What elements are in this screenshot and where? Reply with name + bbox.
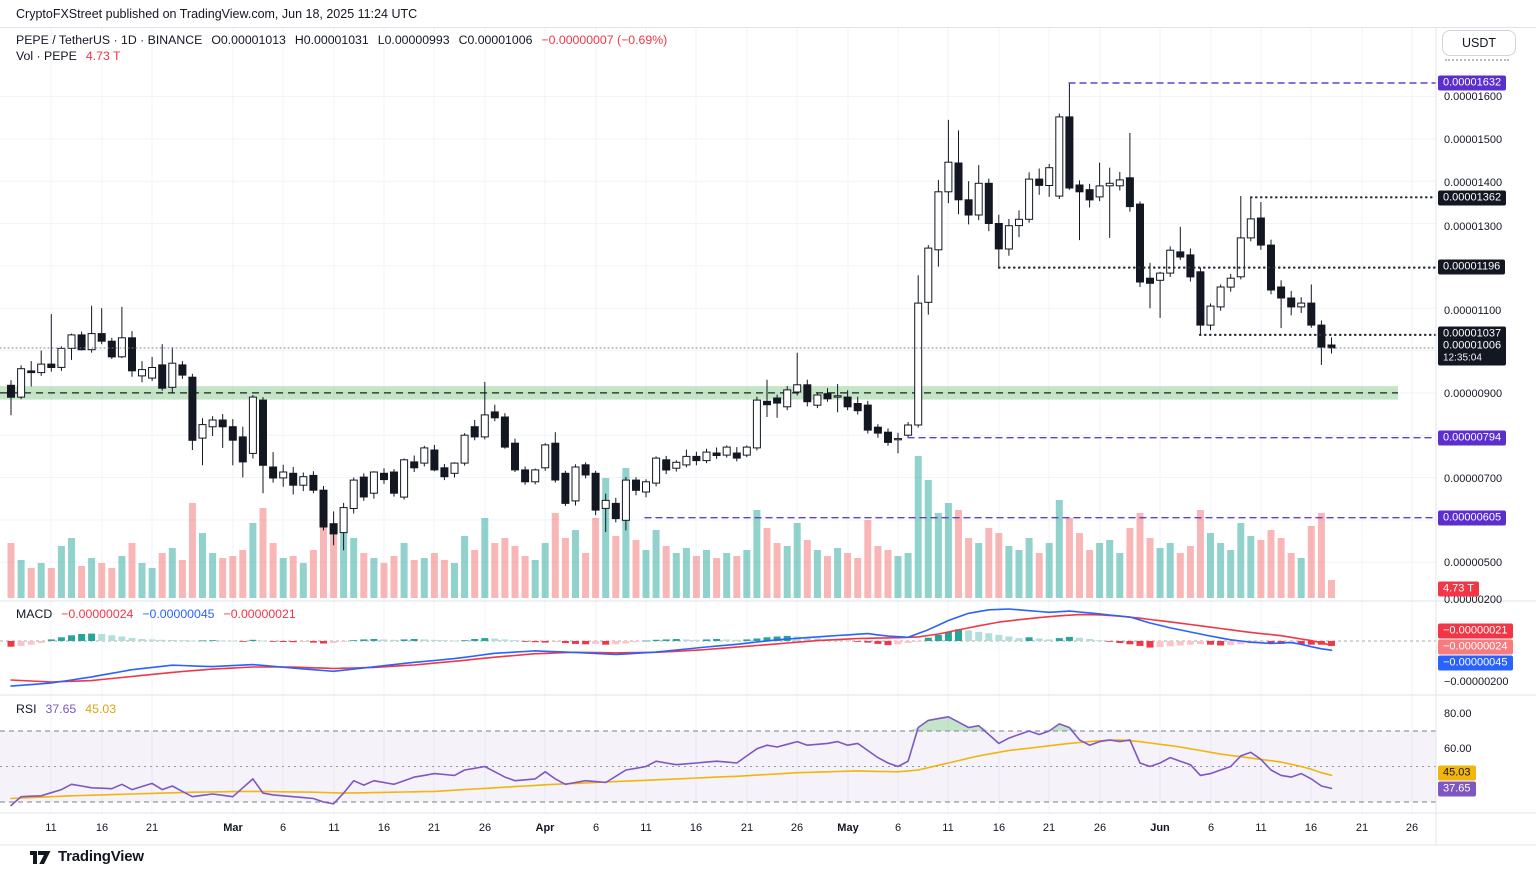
axis-price-badge: 0.00000605 [1438, 510, 1507, 526]
time-axis-label: 11 [328, 822, 340, 834]
axis-price-label: 0.00001400 [1444, 177, 1503, 189]
axis-price-badge: 0.00001362 [1438, 190, 1507, 206]
time-axis-label: 21 [145, 822, 159, 834]
rsi-value: 37.65 [45, 702, 77, 716]
axis-price-label: 0.00001600 [1444, 91, 1503, 103]
time-axis-label: 21 [740, 822, 754, 834]
current-price-badge: 0.00001006 12:35:04 [1438, 338, 1507, 366]
symbol-title[interactable]: PEPE / TetherUS · 1D · BINANCE [16, 33, 203, 47]
tradingview-logo-text: TradingView [58, 848, 144, 865]
time-axis-label: 6 [279, 822, 287, 834]
axis-price-badge: −0.00000045 [1438, 655, 1513, 671]
time-axis-label: 6 [1207, 822, 1215, 834]
low-value: L0.00000993 [377, 33, 450, 47]
macd-legend: MACD −0.00000024 −0.00000045 −0.00000021 [16, 607, 305, 621]
rsi-ma-value: 45.03 [85, 702, 117, 716]
time-axis-label: Mar [223, 822, 243, 834]
axis-price-label: 0.00000500 [1444, 557, 1503, 569]
time-axis-scale[interactable]: 11 16 21 Mar 6 11 16 21 26 Apr 6 11 16 21 26 May 6 11 16 21… [0, 814, 1436, 844]
time-axis-label: 6 [592, 822, 600, 834]
currency-toggle-button[interactable]: USDT [1442, 30, 1516, 56]
axis-price-badge: 4.73 T [1438, 581, 1479, 597]
time-axis-label: 11 [1255, 822, 1267, 834]
time-axis-label: 6 [894, 822, 902, 834]
time-axis-label: 11 [942, 822, 954, 834]
countdown-timer: 12:35:04 [1443, 352, 1482, 364]
time-axis-label: 26 [790, 822, 804, 834]
macd-label[interactable]: MACD [16, 607, 53, 621]
axis-price-label: 0.00000200 [1444, 594, 1503, 606]
time-axis-label: Apr [535, 822, 555, 834]
macd-line-value: −0.00000045 [142, 607, 215, 621]
time-axis-label: 26 [1405, 822, 1419, 834]
axis-dotted-divider [1445, 59, 1509, 61]
time-axis-label: 21 [1355, 822, 1369, 834]
time-axis-label: Jun [1150, 822, 1170, 834]
time-axis-label: 16 [95, 822, 109, 834]
axis-price-badge: −0.00000024 [1438, 639, 1513, 655]
axis-price-label: 0.00000900 [1444, 388, 1503, 400]
high-value: H0.00001031 [294, 33, 369, 47]
axis-price-badge: 45.03 [1438, 765, 1476, 781]
macd-signal-value: −0.00000021 [223, 607, 296, 621]
time-axis-label: 21 [427, 822, 441, 834]
time-axis-label: 21 [1042, 822, 1056, 834]
axis-price-badge: 0.00000794 [1438, 430, 1507, 446]
time-axis-label: 16 [1304, 822, 1318, 834]
time-axis-label: 16 [377, 822, 391, 834]
tradingview-logo[interactable]: TradingView [30, 848, 144, 865]
close-value: C0.00001006 [458, 33, 533, 47]
axis-price-label: 0.00000700 [1444, 473, 1503, 485]
axis-price-label: 60.00 [1444, 743, 1472, 755]
volume-label: Vol · PEPE [16, 49, 77, 63]
axis-price-label: 80.00 [1444, 708, 1472, 720]
attribution-header: CryptoFXStreet published on TradingView.… [16, 7, 418, 21]
time-axis-label: 26 [1093, 822, 1107, 834]
rsi-label[interactable]: RSI [16, 702, 37, 716]
time-axis-label: 16 [992, 822, 1006, 834]
axis-price-label: 0.00001300 [1444, 221, 1503, 233]
time-axis-label: 26 [478, 822, 492, 834]
volume-legend: Vol · PEPE 4.73 T [16, 49, 129, 63]
macd-hist-value: −0.00000024 [61, 607, 134, 621]
axis-price-badge: 0.00001196 [1438, 259, 1506, 275]
time-axis-label: 11 [640, 822, 652, 834]
axis-price-badge: 0.00001632 [1438, 75, 1507, 91]
axis-price-badge: 37.65 [1438, 781, 1476, 797]
axis-price-label: 0.00001500 [1444, 134, 1503, 146]
axis-price-badge: 0.00001037 [1438, 326, 1507, 342]
rsi-legend: RSI 37.65 45.03 [16, 702, 125, 716]
change-value: −0.00000007 (−0.69%) [541, 33, 668, 47]
axis-price-label: −0.00000200 [1444, 676, 1509, 688]
volume-value: 4.73 T [85, 49, 121, 63]
time-axis-label: 16 [689, 822, 703, 834]
open-value: O0.00001013 [211, 33, 286, 47]
tradingview-mark-icon [30, 851, 51, 864]
time-axis-label: 11 [45, 822, 57, 834]
axis-price-label: 0.00001100 [1444, 305, 1502, 317]
time-axis-label: May [837, 822, 859, 834]
price-axis-scale[interactable]: 0.00001600 0.00001500 0.00001400 0.00001300… [1436, 28, 1536, 845]
axis-price-badge: −0.00000021 [1438, 623, 1513, 639]
symbol-legend: PEPE / TetherUS · 1D · BINANCE O0.000010… [16, 33, 676, 47]
